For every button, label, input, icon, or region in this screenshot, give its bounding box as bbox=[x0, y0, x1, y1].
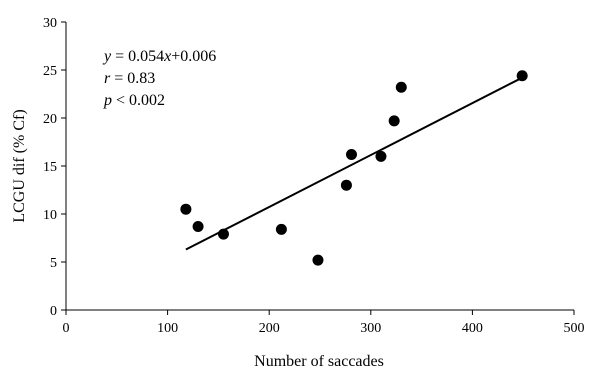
equation-y-var: y bbox=[102, 48, 112, 65]
x-tick-label: 200 bbox=[259, 321, 280, 336]
x-tick-label: 500 bbox=[564, 321, 585, 336]
p-value: < 0.002 bbox=[112, 92, 165, 109]
data-point bbox=[375, 150, 387, 162]
data-point bbox=[340, 179, 352, 191]
y-tick-label: 0 bbox=[50, 304, 57, 319]
p-annotation: p < 0.002 bbox=[103, 92, 165, 109]
y-axis-title: LCGU dif (% Cf) bbox=[11, 109, 28, 222]
regression-line-group bbox=[185, 76, 523, 251]
x-axis-title: Number of saccades bbox=[254, 353, 384, 370]
data-point bbox=[388, 115, 400, 127]
x-tick-label: 400 bbox=[462, 321, 483, 336]
r-value: = 0.83 bbox=[110, 70, 155, 87]
data-point bbox=[192, 220, 204, 232]
y-tick-label: 5 bbox=[50, 256, 57, 271]
y-tick-label: 20 bbox=[43, 112, 57, 127]
r-annotation: r = 0.83 bbox=[104, 70, 155, 87]
regression-line bbox=[185, 76, 523, 251]
data-point bbox=[345, 148, 357, 160]
data-point bbox=[312, 254, 324, 266]
y-tick-label: 15 bbox=[43, 160, 57, 175]
y-tick-label: 25 bbox=[43, 64, 57, 79]
data-point bbox=[180, 203, 192, 215]
equation-slope: = 0.054 bbox=[111, 48, 164, 65]
r-var: r bbox=[104, 70, 111, 87]
equation-x-var: x bbox=[163, 48, 171, 65]
p-var: p bbox=[103, 92, 112, 109]
data-point bbox=[217, 228, 229, 240]
data-points bbox=[180, 70, 528, 266]
equation-intercept: +0.006 bbox=[171, 48, 216, 65]
tick-labels: 0 100 200 300 400 500 0 5 10 15 20 25 30 bbox=[43, 16, 585, 336]
data-point bbox=[275, 223, 287, 235]
x-tick-label: 0 bbox=[63, 321, 70, 336]
y-tick-label: 30 bbox=[43, 16, 57, 31]
data-point bbox=[395, 81, 407, 93]
equation-annotation: y = 0.054x+0.006 bbox=[102, 48, 216, 65]
data-point bbox=[516, 70, 528, 82]
y-tick-label: 10 bbox=[43, 208, 57, 223]
x-tick-label: 100 bbox=[157, 321, 178, 336]
axes bbox=[61, 21, 575, 315]
x-tick-label: 300 bbox=[360, 321, 381, 336]
